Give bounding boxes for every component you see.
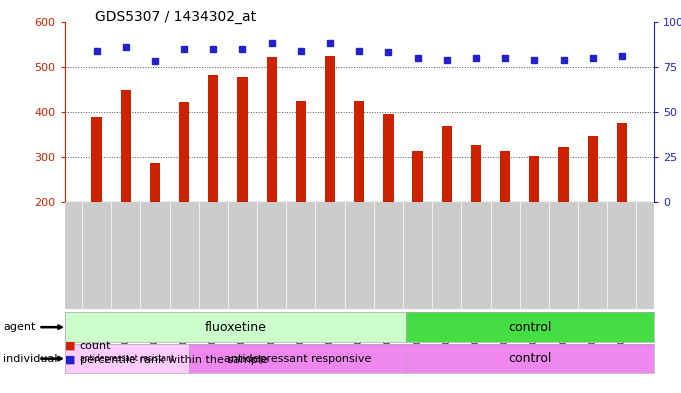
- Text: percentile rank within the sample: percentile rank within the sample: [80, 354, 268, 365]
- Text: ■: ■: [65, 354, 75, 365]
- Text: GDS5307 / 1434302_at: GDS5307 / 1434302_at: [95, 10, 257, 24]
- Text: antidepressant resistant: antidepressant resistant: [80, 354, 174, 363]
- Bar: [442, 127, 452, 202]
- Text: control: control: [508, 321, 552, 334]
- Text: fluoxetine: fluoxetine: [204, 321, 266, 334]
- Bar: [325, 57, 335, 202]
- Bar: [558, 147, 569, 202]
- Text: agent: agent: [3, 322, 36, 332]
- Bar: [266, 57, 276, 202]
- Bar: [179, 102, 189, 202]
- Text: control: control: [508, 352, 552, 365]
- Bar: [383, 114, 394, 202]
- Bar: [296, 101, 306, 202]
- Bar: [588, 136, 598, 202]
- Bar: [617, 123, 627, 202]
- Text: count: count: [80, 341, 111, 351]
- Bar: [413, 151, 423, 202]
- Text: individual: individual: [3, 354, 58, 364]
- Text: ■: ■: [65, 341, 75, 351]
- Bar: [91, 116, 101, 202]
- Bar: [471, 145, 481, 202]
- Bar: [150, 163, 160, 202]
- Text: antidepressant responsive: antidepressant responsive: [223, 354, 371, 364]
- Bar: [354, 101, 364, 202]
- Bar: [500, 151, 510, 202]
- Bar: [208, 75, 219, 202]
- Bar: [121, 90, 131, 202]
- Bar: [238, 77, 248, 202]
- Bar: [529, 156, 539, 202]
